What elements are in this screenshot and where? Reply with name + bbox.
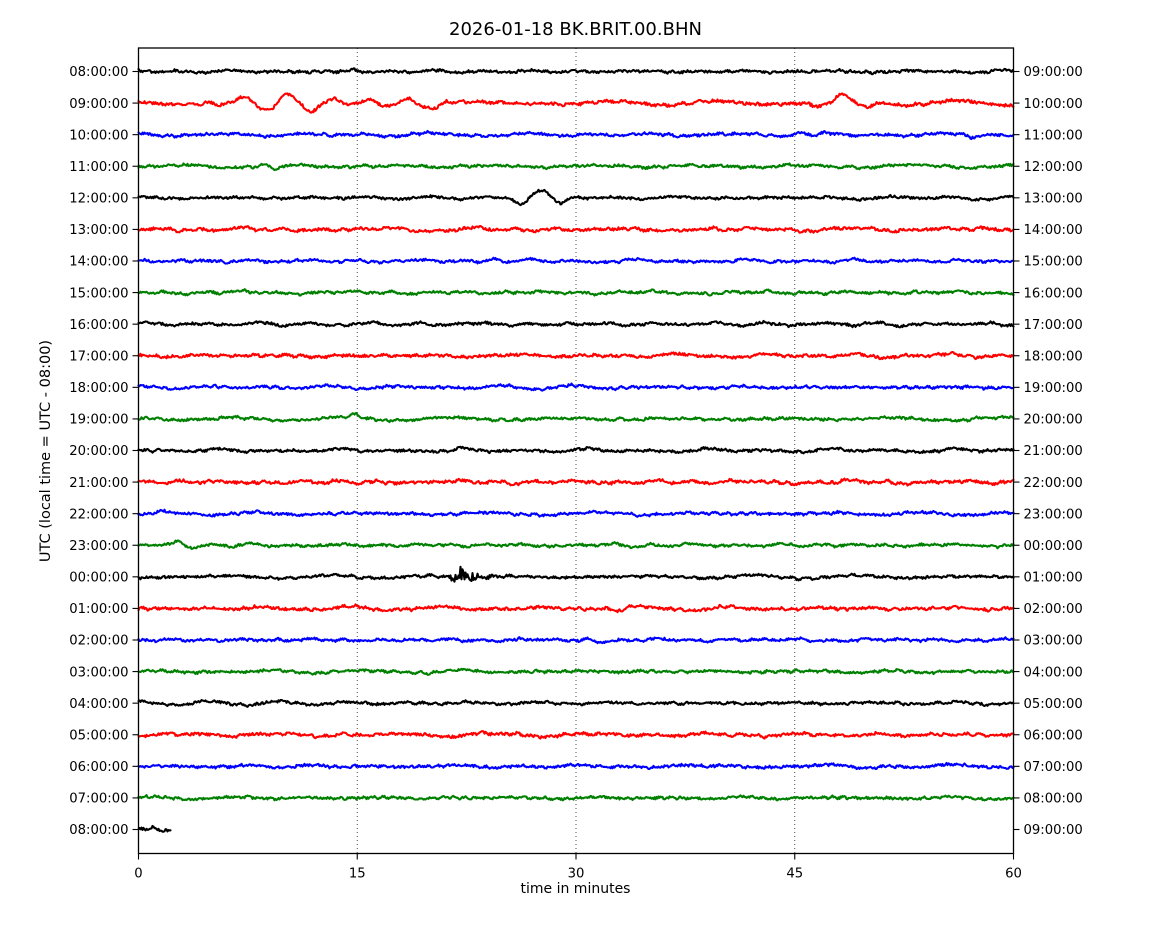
left-time-tick-label: 10:00:00 bbox=[69, 128, 128, 143]
x-axis-label: time in minutes bbox=[520, 881, 631, 897]
left-time-tick-label: 21:00:00 bbox=[69, 476, 128, 491]
right-time-tick-label: 04:00:00 bbox=[1024, 665, 1083, 680]
seismogram-trace-000000 bbox=[137, 565, 1015, 583]
left-time-tick-label: 15:00:00 bbox=[69, 286, 128, 301]
left-time-tick-label: 08:00:00 bbox=[69, 823, 128, 838]
seismogram-trace-180000 bbox=[137, 382, 1015, 392]
right-time-tick-label: 23:00:00 bbox=[1024, 507, 1083, 522]
chart-title: 2026-01-18 BK.BRIT.00.BHN bbox=[449, 19, 702, 40]
left-time-tick-label: 04:00:00 bbox=[69, 697, 128, 712]
seismogram-trace-130000 bbox=[137, 224, 1015, 234]
right-time-tick-label: 06:00:00 bbox=[1024, 728, 1083, 743]
seismogram-trace-060000 bbox=[137, 761, 1015, 771]
left-time-tick-label: 02:00:00 bbox=[69, 634, 128, 649]
left-time-tick-label: 14:00:00 bbox=[69, 255, 128, 270]
seismogram-trace-210000 bbox=[137, 477, 1015, 487]
seismogram-trace-030000 bbox=[137, 667, 1015, 676]
right-time-tick-label: 11:00:00 bbox=[1024, 128, 1083, 143]
right-time-tick-label: 02:00:00 bbox=[1024, 602, 1083, 617]
left-time-tick-label: 22:00:00 bbox=[69, 507, 128, 522]
right-time-tick-label: 09:00:00 bbox=[1024, 823, 1083, 838]
seismogram-trace-080000 bbox=[137, 824, 172, 833]
left-time-tick-label: 19:00:00 bbox=[69, 413, 128, 428]
right-time-tick-label: 12:00:00 bbox=[1024, 160, 1083, 175]
seismogram-trace-220000 bbox=[137, 508, 1015, 518]
x-tick-label: 45 bbox=[786, 867, 803, 882]
seismogram-trace-050000 bbox=[137, 730, 1015, 740]
left-time-tick-label: 18:00:00 bbox=[69, 381, 128, 396]
right-time-tick-label: 07:00:00 bbox=[1024, 760, 1083, 775]
seismogram-trace-200000 bbox=[137, 445, 1015, 455]
left-time-tick-label: 23:00:00 bbox=[69, 539, 128, 554]
seismogram-trace-100000 bbox=[137, 129, 1015, 141]
seismogram-trace-080000 bbox=[137, 67, 1015, 76]
right-time-tick-label: 09:00:00 bbox=[1024, 65, 1083, 80]
x-tick-label: 15 bbox=[349, 867, 366, 882]
x-tick-label: 0 bbox=[134, 867, 142, 882]
seismogram-trace-090000 bbox=[137, 92, 1015, 114]
left-time-tick-label: 03:00:00 bbox=[69, 665, 128, 680]
left-time-tick-label: 17:00:00 bbox=[69, 349, 128, 364]
right-time-tick-label: 19:00:00 bbox=[1024, 381, 1083, 396]
seismogram-trace-230000 bbox=[137, 539, 1015, 550]
left-time-tick-label: 16:00:00 bbox=[69, 318, 128, 333]
right-time-tick-label: 00:00:00 bbox=[1024, 539, 1083, 554]
right-time-tick-label: 14:00:00 bbox=[1024, 223, 1083, 238]
seismogram-trace-110000 bbox=[137, 162, 1015, 172]
seismogram-trace-190000 bbox=[137, 412, 1015, 424]
seismogram-trace-070000 bbox=[137, 794, 1015, 802]
x-tick-label: 30 bbox=[568, 867, 585, 882]
seismogram-trace-140000 bbox=[137, 256, 1015, 265]
right-time-tick-label: 13:00:00 bbox=[1024, 192, 1083, 207]
left-time-tick-label: 11:00:00 bbox=[69, 160, 128, 175]
right-time-tick-label: 20:00:00 bbox=[1024, 413, 1083, 428]
left-time-tick-label: 05:00:00 bbox=[69, 728, 128, 743]
right-time-tick-label: 08:00:00 bbox=[1024, 792, 1083, 807]
x-tick-label: 60 bbox=[1005, 867, 1022, 882]
left-time-tick-label: 08:00:00 bbox=[69, 65, 128, 80]
right-time-tick-label: 05:00:00 bbox=[1024, 697, 1083, 712]
seismogram-trace-020000 bbox=[137, 636, 1015, 645]
right-time-tick-label: 18:00:00 bbox=[1024, 349, 1083, 364]
right-time-tick-label: 01:00:00 bbox=[1024, 571, 1083, 586]
left-time-tick-label: 00:00:00 bbox=[69, 571, 128, 586]
right-time-tick-label: 22:00:00 bbox=[1024, 476, 1083, 491]
seismogram-trace-170000 bbox=[137, 350, 1015, 361]
right-time-tick-label: 21:00:00 bbox=[1024, 444, 1083, 459]
right-time-tick-label: 16:00:00 bbox=[1024, 286, 1083, 301]
right-time-tick-label: 03:00:00 bbox=[1024, 634, 1083, 649]
left-time-tick-label: 13:00:00 bbox=[69, 223, 128, 238]
left-time-tick-label: 06:00:00 bbox=[69, 760, 128, 775]
right-time-tick-label: 17:00:00 bbox=[1024, 318, 1083, 333]
left-time-tick-label: 12:00:00 bbox=[69, 192, 128, 207]
left-time-tick-label: 01:00:00 bbox=[69, 602, 128, 617]
left-time-tick-label: 07:00:00 bbox=[69, 792, 128, 807]
seismogram-trace-120000 bbox=[137, 188, 1015, 207]
left-time-tick-label: 20:00:00 bbox=[69, 444, 128, 459]
seismogram-trace-040000 bbox=[137, 698, 1015, 708]
right-time-tick-label: 15:00:00 bbox=[1024, 255, 1083, 270]
left-time-tick-label: 09:00:00 bbox=[69, 97, 128, 112]
seismogram-trace-010000 bbox=[137, 603, 1015, 614]
seismogram-trace-160000 bbox=[137, 319, 1015, 329]
right-time-tick-label: 10:00:00 bbox=[1024, 97, 1083, 112]
seismogram-trace-150000 bbox=[137, 288, 1015, 297]
